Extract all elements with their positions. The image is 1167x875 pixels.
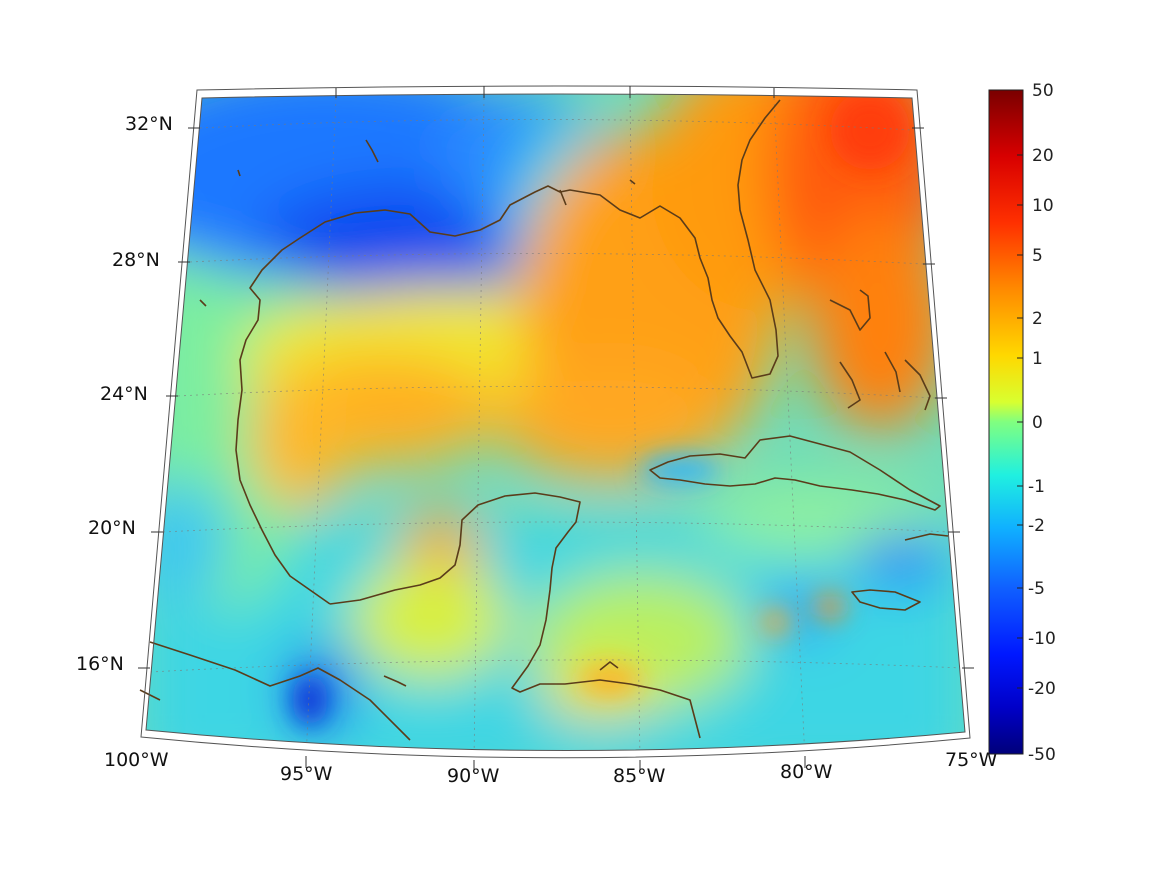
colorbar-label: -10 <box>1028 629 1056 649</box>
lat-tick-label: 20°N <box>88 517 136 539</box>
lat-tick-label: 24°N <box>100 383 148 405</box>
map-frame <box>138 85 974 772</box>
colorbar-label: 5 <box>1032 246 1043 266</box>
lat-tick-label: 32°N <box>125 113 173 135</box>
colorbar-label: 0 <box>1032 413 1043 433</box>
colorbar-label: -1 <box>1028 477 1045 497</box>
colorbar-label: -5 <box>1028 579 1045 599</box>
colorbar-label: -20 <box>1028 679 1056 699</box>
data-field <box>146 94 965 751</box>
colorbar-label: 1 <box>1032 349 1043 369</box>
lat-tick-labels: 32°N 28°N 24°N 20°N 16°N <box>76 113 173 675</box>
lon-tick-label: 80°W <box>780 761 833 783</box>
colorbar-label: 50 <box>1032 81 1054 101</box>
colorbar-label: -50 <box>1028 745 1056 765</box>
lon-tick-label: 100°W <box>104 749 169 771</box>
lon-tick-labels: 100°W 95°W 90°W 85°W 80°W 75°W <box>104 749 998 787</box>
colorbar-label: -2 <box>1028 516 1045 536</box>
graticule <box>149 97 963 751</box>
colorbar: 50 20 10 5 2 1 0 -1 -2 -5 -10 -20 -50 <box>988 81 1056 765</box>
colorbar-label: 10 <box>1032 196 1054 216</box>
lon-tick-label: 85°W <box>613 765 666 787</box>
lat-tick-label: 28°N <box>112 249 160 271</box>
colorbar-label: 2 <box>1032 309 1043 329</box>
lon-tick-label: 75°W <box>945 749 998 771</box>
coastline <box>139 99 949 741</box>
lon-tick-label: 95°W <box>280 763 333 785</box>
lat-tick-label: 16°N <box>76 653 124 675</box>
colorbar-label: 20 <box>1032 146 1054 166</box>
lon-tick-label: 90°W <box>447 765 500 787</box>
